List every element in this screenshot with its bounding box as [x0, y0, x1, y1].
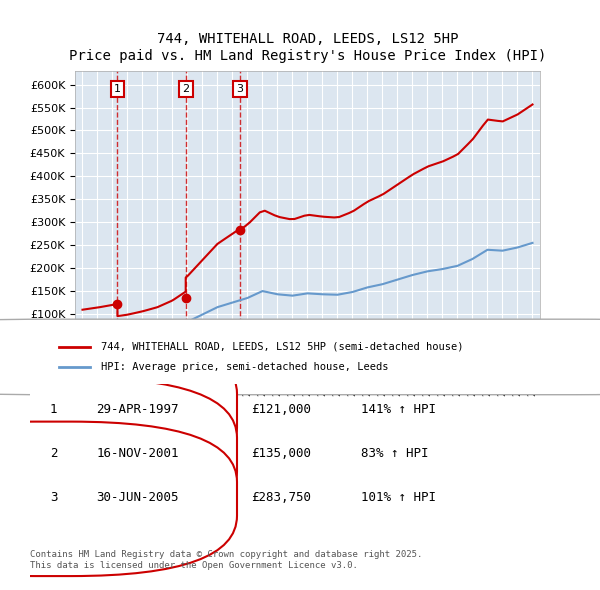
Text: 744, WHITEHALL ROAD, LEEDS, LS12 5HP (semi-detached house): 744, WHITEHALL ROAD, LEEDS, LS12 5HP (se… [101, 342, 463, 352]
FancyBboxPatch shape [0, 422, 237, 576]
Text: 2: 2 [182, 84, 189, 94]
FancyBboxPatch shape [0, 319, 600, 395]
Text: HPI: Average price, semi-detached house, Leeds: HPI: Average price, semi-detached house,… [101, 362, 388, 372]
Text: £121,000: £121,000 [251, 403, 311, 416]
Text: 3: 3 [236, 84, 244, 94]
FancyBboxPatch shape [0, 378, 237, 532]
Text: 2: 2 [50, 447, 58, 460]
Text: 1: 1 [114, 84, 121, 94]
Text: £135,000: £135,000 [251, 447, 311, 460]
Text: 3: 3 [50, 491, 58, 504]
FancyBboxPatch shape [0, 333, 237, 488]
Text: 141% ↑ HPI: 141% ↑ HPI [361, 403, 436, 416]
Text: 16-NOV-2001: 16-NOV-2001 [96, 447, 179, 460]
Text: £283,750: £283,750 [251, 491, 311, 504]
Text: 83% ↑ HPI: 83% ↑ HPI [361, 447, 428, 460]
Title: 744, WHITEHALL ROAD, LEEDS, LS12 5HP
Price paid vs. HM Land Registry's House Pri: 744, WHITEHALL ROAD, LEEDS, LS12 5HP Pri… [69, 32, 546, 63]
Text: 101% ↑ HPI: 101% ↑ HPI [361, 491, 436, 504]
Text: 29-APR-1997: 29-APR-1997 [96, 403, 179, 416]
Text: Contains HM Land Registry data © Crown copyright and database right 2025.
This d: Contains HM Land Registry data © Crown c… [30, 550, 422, 570]
Text: 1: 1 [50, 403, 58, 416]
Text: 30-JUN-2005: 30-JUN-2005 [96, 491, 179, 504]
